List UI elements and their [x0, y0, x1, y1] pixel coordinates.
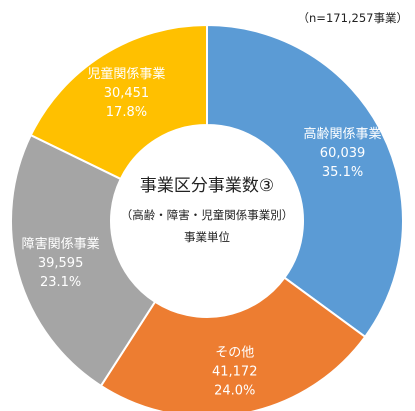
slice-value: 30,451 [104, 86, 150, 101]
center-subtitle: （高齢・障害・児童関係事業別） [121, 208, 294, 222]
slice-name: その他 [215, 345, 254, 360]
slice-percent: 35.1% [322, 165, 363, 180]
donut-hole [111, 125, 303, 317]
slice-percent: 24.0% [214, 383, 255, 398]
center-unit: 事業単位 [184, 230, 230, 244]
slice-labels: 高齢関係事業 60,039 35.1% その他 41,172 24.0% 障害関係事業 39,… [22, 66, 382, 398]
slice-name: 高齢関係事業 [304, 126, 382, 142]
center-title: 事業区分事業数③ [140, 176, 274, 196]
slice-name: 児童関係事業 [87, 66, 165, 82]
slice-value: 60,039 [320, 146, 366, 161]
slice-label-child: 児童関係事業 30,451 17.8% [87, 66, 165, 120]
slice-label-disability: 障害関係事業 39,595 23.1% [22, 236, 100, 290]
slice-name: 障害関係事業 [22, 236, 100, 252]
sample-size-note: （n=171,257事業） [298, 11, 408, 25]
slice-value: 39,595 [38, 256, 84, 271]
slice-label-elderly: 高齢関係事業 60,039 35.1% [304, 126, 382, 180]
donut-slices [10, 23, 404, 411]
slice-value: 41,172 [212, 364, 258, 379]
slice-label-other: その他 41,172 24.0% [212, 345, 258, 398]
slice-percent: 23.1% [40, 275, 81, 290]
slice-percent: 17.8% [106, 105, 147, 120]
